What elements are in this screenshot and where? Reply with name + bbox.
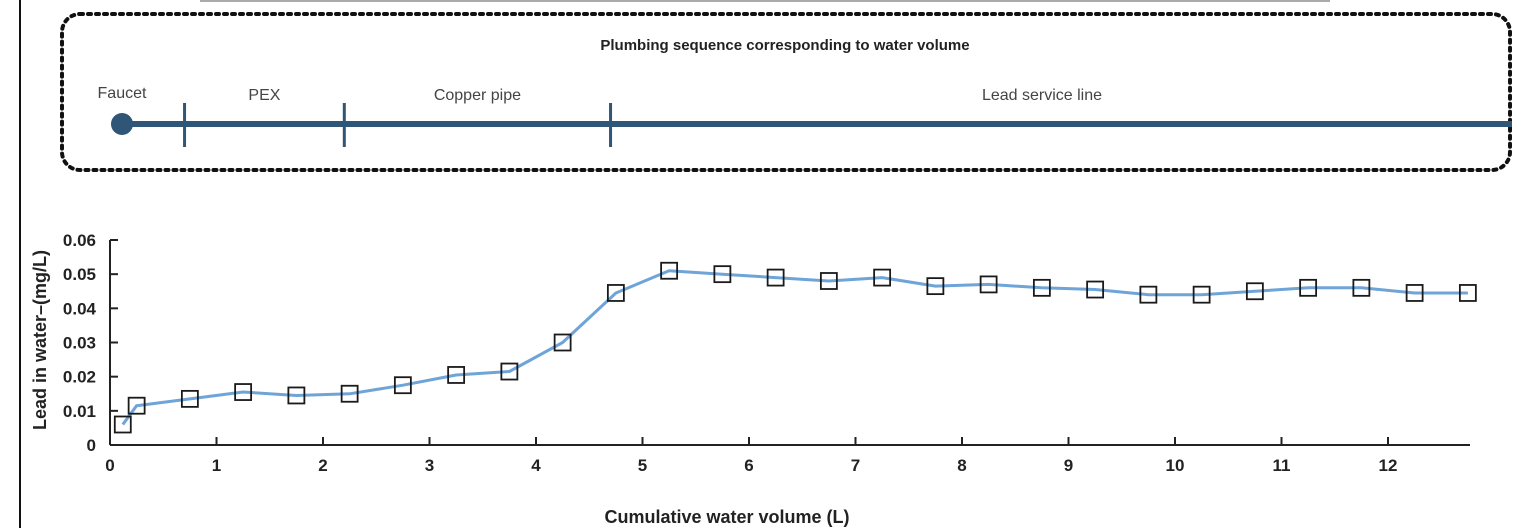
y-tick-label: 0.05 xyxy=(63,265,96,284)
x-tick-label: 7 xyxy=(851,456,860,475)
data-point xyxy=(393,376,412,395)
series-markers xyxy=(113,261,1477,434)
x-tick-label: 10 xyxy=(1166,456,1185,475)
y-axis-title: Lead in water–(mg/L) xyxy=(30,250,50,430)
data-point xyxy=(127,396,146,415)
data-point xyxy=(1405,284,1424,302)
x-axis-title: Cumulative water volume (L) xyxy=(604,507,849,527)
data-point xyxy=(873,268,892,287)
segment-label-copper-pipe: Copper pipe xyxy=(434,87,521,104)
data-point xyxy=(766,268,785,287)
segment-label-lead-service-line: Lead service line xyxy=(982,87,1102,104)
data-point xyxy=(234,383,253,401)
data-point xyxy=(500,362,519,381)
data-point xyxy=(1139,285,1158,304)
data-point xyxy=(1299,278,1318,297)
data-point xyxy=(447,366,466,384)
x-ticks: 0 1 2 3 4 5 6 7 8 9 10 11 12 xyxy=(105,437,1397,475)
data-point xyxy=(113,415,132,434)
data-point xyxy=(606,284,625,302)
data-point xyxy=(819,272,838,290)
segment-label-faucet: Faucet xyxy=(98,85,147,102)
y-ticks: 0 0.01 0.02 0.03 0.04 0.05 0.06 xyxy=(63,231,118,455)
data-point xyxy=(926,277,945,296)
pipe-boundaries xyxy=(183,103,613,147)
data-point xyxy=(713,265,732,284)
x-tick-label: 11 xyxy=(1273,456,1291,475)
x-tick-label: 5 xyxy=(638,456,647,475)
y-tick-label: 0.01 xyxy=(63,402,96,421)
plumbing-panel: Plumbing sequence corresponding to water… xyxy=(60,12,1512,172)
segment-label-pex: PEX xyxy=(248,87,280,104)
y-tick-label: 0 xyxy=(87,436,96,455)
y-tick-label: 0.04 xyxy=(63,299,97,318)
x-tick-label: 2 xyxy=(318,456,327,475)
x-tick-label: 12 xyxy=(1379,456,1398,475)
y-tick-label: 0.02 xyxy=(63,368,96,387)
data-point xyxy=(660,261,679,280)
x-tick-label: 6 xyxy=(744,456,753,475)
plumbing-title: Plumbing sequence corresponding to water… xyxy=(600,37,969,54)
faucet-dot xyxy=(111,113,133,135)
plumbing-panel-border xyxy=(60,12,1512,172)
series-line xyxy=(121,269,1468,426)
x-tick-label: 4 xyxy=(531,456,541,475)
x-tick-label: 0 xyxy=(105,456,114,475)
x-tick-label: 9 xyxy=(1064,456,1073,475)
data-point xyxy=(1458,284,1477,302)
data-point xyxy=(1032,278,1051,297)
data-point xyxy=(180,389,199,408)
data-point xyxy=(553,333,572,352)
x-tick-label: 1 xyxy=(212,456,221,475)
y-tick-label: 0.03 xyxy=(63,334,96,353)
data-point xyxy=(287,386,306,405)
data-point xyxy=(979,275,998,294)
x-tick-label: 8 xyxy=(957,456,966,475)
data-point xyxy=(340,384,359,403)
y-tick-label: 0.06 xyxy=(63,231,96,250)
data-point xyxy=(1245,282,1264,301)
chart-axes xyxy=(109,240,1470,446)
data-point xyxy=(1086,280,1105,299)
data-point xyxy=(1192,285,1211,304)
lead-chart: 0 1 2 3 4 5 6 7 8 9 10 11 12 00.010.020.030.040.050.… xyxy=(30,231,1477,527)
x-tick-label: 3 xyxy=(425,456,434,475)
data-point xyxy=(1352,278,1371,297)
